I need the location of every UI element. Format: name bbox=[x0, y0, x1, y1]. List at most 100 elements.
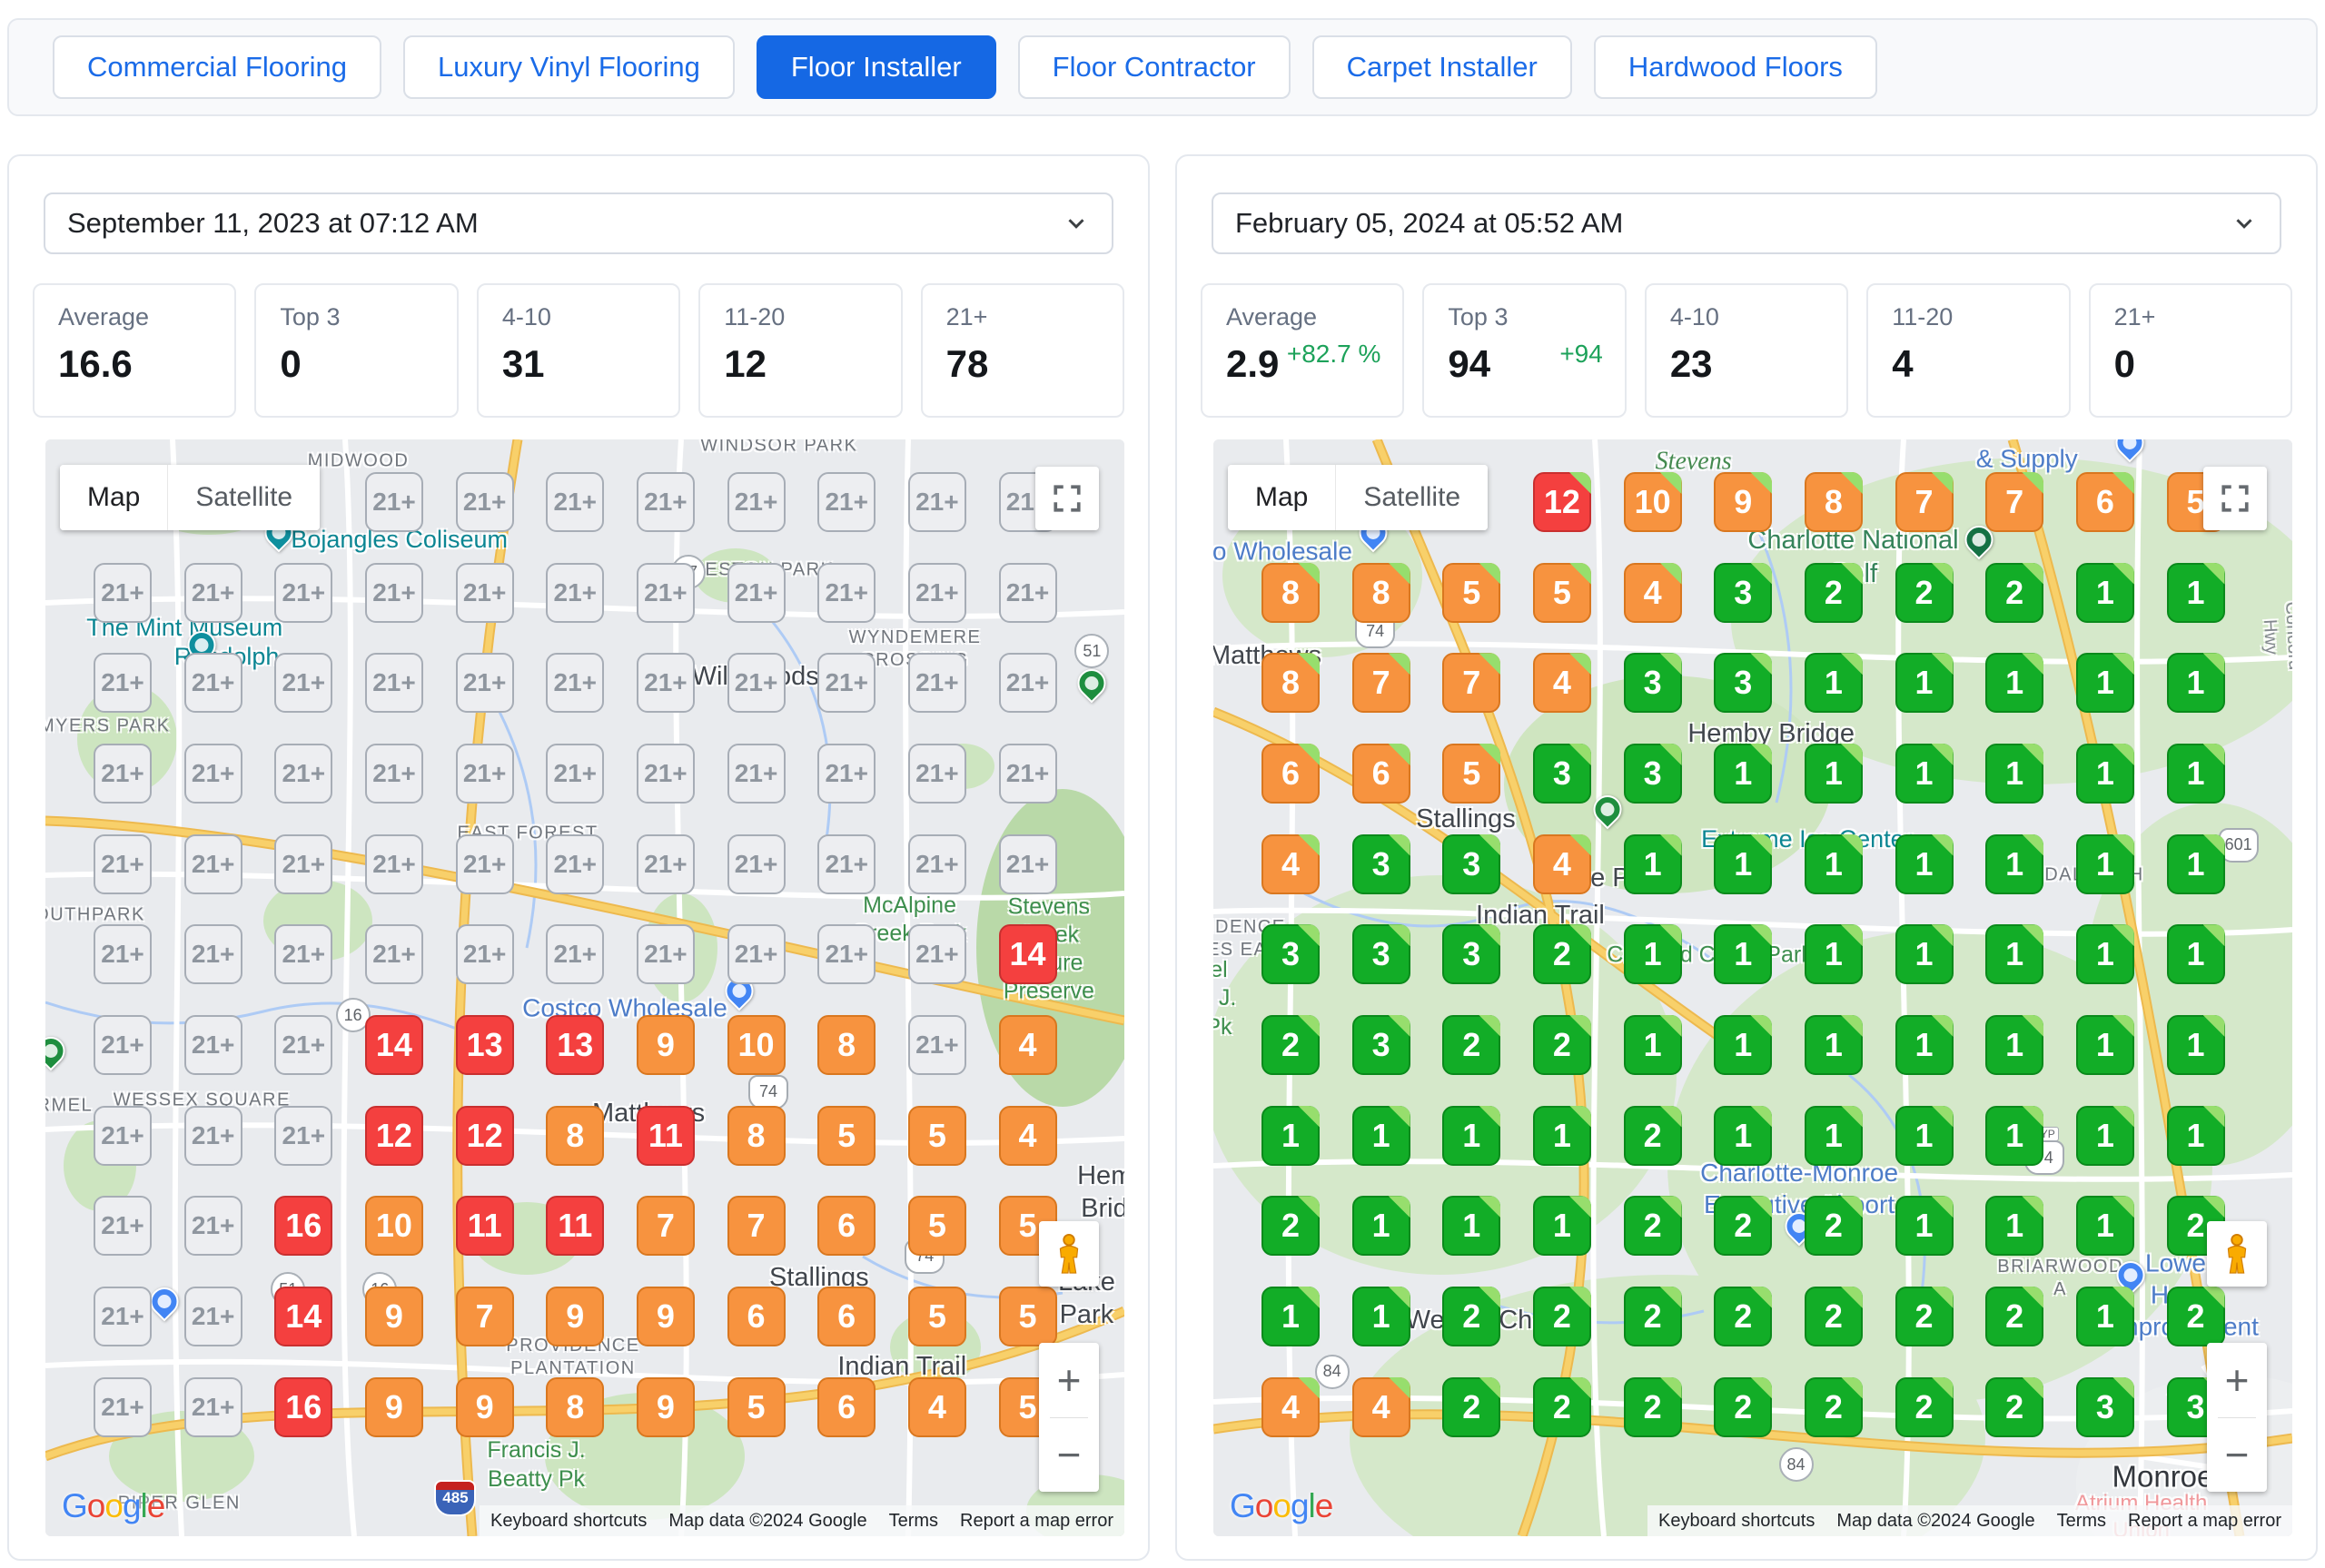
rank-marker[interactable]: 21+ bbox=[94, 653, 152, 714]
tab-carpet-installer[interactable]: Carpet Installer bbox=[1311, 35, 1572, 99]
rank-marker[interactable]: 21+ bbox=[455, 924, 514, 985]
rank-marker[interactable]: 5 bbox=[998, 1286, 1057, 1346]
rank-marker[interactable]: 2 bbox=[1442, 1014, 1501, 1075]
rank-marker[interactable]: 21+ bbox=[183, 833, 242, 894]
rank-marker[interactable]: 6 bbox=[817, 1286, 876, 1346]
rank-marker[interactable]: 3 bbox=[1623, 743, 1682, 804]
rank-marker[interactable]: 6 bbox=[727, 1286, 786, 1346]
rank-marker[interactable]: 1 bbox=[1895, 653, 1954, 714]
rank-marker[interactable]: 21+ bbox=[455, 653, 514, 714]
attribution-keyboard-shortcuts[interactable]: Keyboard shortcuts bbox=[1658, 1510, 1815, 1531]
rank-marker[interactable]: 21+ bbox=[274, 743, 333, 804]
rank-marker[interactable]: 2 bbox=[1985, 562, 2044, 623]
rank-marker[interactable]: 21+ bbox=[907, 653, 966, 714]
rank-marker[interactable]: 4 bbox=[1623, 562, 1682, 623]
rank-marker[interactable]: 1 bbox=[1985, 833, 2044, 894]
attribution-keyboard-shortcuts[interactable]: Keyboard shortcuts bbox=[490, 1510, 648, 1531]
rank-marker[interactable]: 9 bbox=[636, 1286, 695, 1346]
google-logo[interactable]: Google bbox=[1230, 1487, 1333, 1525]
rank-marker[interactable]: 1 bbox=[1623, 833, 1682, 894]
rank-marker[interactable]: 1 bbox=[1714, 743, 1773, 804]
tab-floor-installer[interactable]: Floor Installer bbox=[756, 35, 996, 99]
rank-marker[interactable]: 21+ bbox=[998, 562, 1057, 623]
rank-marker[interactable]: 2 bbox=[1623, 1196, 1682, 1257]
rank-marker[interactable]: 3 bbox=[1714, 562, 1773, 623]
rank-marker[interactable]: 2 bbox=[1985, 1376, 2044, 1437]
map-canvas[interactable]: Stevens & Supply co Wholesale Charlotte Nat… bbox=[1213, 439, 2292, 1536]
rank-marker[interactable]: 2 bbox=[1442, 1286, 1501, 1346]
rank-marker[interactable]: 1 bbox=[1804, 653, 1863, 714]
rank-marker[interactable]: 21+ bbox=[546, 833, 605, 894]
rank-marker[interactable]: 8 bbox=[546, 1105, 605, 1166]
rank-marker[interactable]: 1 bbox=[1442, 1105, 1501, 1166]
rank-marker[interactable]: 21+ bbox=[364, 924, 423, 985]
rank-marker[interactable]: 21+ bbox=[274, 653, 333, 714]
rank-marker[interactable]: 8 bbox=[727, 1105, 786, 1166]
rank-marker[interactable]: 21+ bbox=[907, 924, 966, 985]
rank-marker[interactable]: 1 bbox=[1442, 1196, 1501, 1257]
rank-marker[interactable]: 1 bbox=[2166, 653, 2225, 714]
rank-marker[interactable]: 21+ bbox=[817, 472, 876, 532]
rank-marker[interactable]: 3 bbox=[1351, 833, 1410, 894]
rank-marker[interactable]: 21+ bbox=[94, 1376, 152, 1437]
rank-marker[interactable]: 21+ bbox=[94, 743, 152, 804]
rank-marker[interactable]: 21+ bbox=[546, 924, 605, 985]
rank-marker[interactable]: 2 bbox=[1623, 1286, 1682, 1346]
rank-marker[interactable]: 1 bbox=[1351, 1196, 1410, 1257]
rank-marker[interactable]: 12 bbox=[1532, 472, 1591, 532]
fullscreen-button[interactable] bbox=[1035, 467, 1099, 530]
rank-marker[interactable]: 21+ bbox=[636, 833, 695, 894]
rank-marker[interactable]: 11 bbox=[636, 1105, 695, 1166]
rank-marker[interactable]: 1 bbox=[2166, 833, 2225, 894]
attribution-report-a-map-error[interactable]: Report a map error bbox=[2128, 1510, 2281, 1531]
rank-marker[interactable]: 5 bbox=[817, 1105, 876, 1166]
rank-marker[interactable]: 21+ bbox=[817, 924, 876, 985]
rank-marker[interactable]: 6 bbox=[817, 1196, 876, 1257]
rank-marker[interactable]: 21+ bbox=[183, 743, 242, 804]
pegman-button[interactable] bbox=[2207, 1221, 2267, 1287]
rank-marker[interactable]: 21+ bbox=[727, 472, 786, 532]
rank-marker[interactable]: 12 bbox=[364, 1105, 423, 1166]
rank-marker[interactable]: 2 bbox=[1442, 1376, 1501, 1437]
rank-marker[interactable]: 1 bbox=[2075, 1014, 2134, 1075]
rank-marker[interactable]: 2 bbox=[1532, 1286, 1591, 1346]
rank-marker[interactable]: 3 bbox=[1442, 924, 1501, 985]
rank-marker[interactable]: 1 bbox=[1714, 924, 1773, 985]
zoom-in-button[interactable]: + bbox=[1039, 1343, 1099, 1417]
rank-marker[interactable]: 1 bbox=[2166, 1014, 2225, 1075]
rank-marker[interactable]: 8 bbox=[1351, 562, 1410, 623]
rank-marker[interactable]: 1 bbox=[1261, 1286, 1320, 1346]
rank-marker[interactable]: 1 bbox=[2075, 1286, 2134, 1346]
rank-marker[interactable]: 1 bbox=[1985, 653, 2044, 714]
rank-marker[interactable]: 4 bbox=[1351, 1376, 1410, 1437]
rank-marker[interactable]: 1 bbox=[1804, 833, 1863, 894]
rank-marker[interactable]: 1 bbox=[1804, 743, 1863, 804]
rank-marker[interactable]: 1 bbox=[1351, 1286, 1410, 1346]
rank-marker[interactable]: 2 bbox=[1714, 1286, 1773, 1346]
rank-marker[interactable]: 1 bbox=[1895, 833, 1954, 894]
rank-marker[interactable]: 2 bbox=[1895, 1376, 1954, 1437]
rank-marker[interactable]: 4 bbox=[1261, 833, 1320, 894]
rank-marker[interactable]: 1 bbox=[2166, 1105, 2225, 1166]
rank-marker[interactable]: 2 bbox=[1261, 1014, 1320, 1075]
rank-marker[interactable]: 4 bbox=[1532, 653, 1591, 714]
rank-marker[interactable]: 1 bbox=[1985, 1014, 2044, 1075]
map-canvas[interactable]: MIDWOOD WINDSOR PARK Bojangles Coliseum The… bbox=[45, 439, 1124, 1536]
rank-marker[interactable]: 21+ bbox=[546, 472, 605, 532]
rank-marker[interactable]: 1 bbox=[2075, 1105, 2134, 1166]
rank-marker[interactable]: 1 bbox=[2075, 833, 2134, 894]
rank-marker[interactable]: 9 bbox=[636, 1014, 695, 1075]
rank-marker[interactable]: 3 bbox=[1623, 653, 1682, 714]
rank-marker[interactable]: 21+ bbox=[817, 653, 876, 714]
rank-marker[interactable]: 14 bbox=[274, 1286, 333, 1346]
rank-marker[interactable]: 2 bbox=[1261, 1196, 1320, 1257]
rank-marker[interactable]: 21+ bbox=[94, 1286, 152, 1346]
rank-marker[interactable]: 7 bbox=[1985, 472, 2044, 532]
rank-marker[interactable]: 21+ bbox=[727, 743, 786, 804]
rank-marker[interactable]: 21+ bbox=[364, 562, 423, 623]
rank-marker[interactable]: 21+ bbox=[998, 833, 1057, 894]
attribution-report-a-map-error[interactable]: Report a map error bbox=[960, 1510, 1113, 1531]
rank-marker[interactable]: 5 bbox=[1442, 562, 1501, 623]
rank-marker[interactable]: 1 bbox=[2075, 653, 2134, 714]
rank-marker[interactable]: 2 bbox=[1714, 1196, 1773, 1257]
